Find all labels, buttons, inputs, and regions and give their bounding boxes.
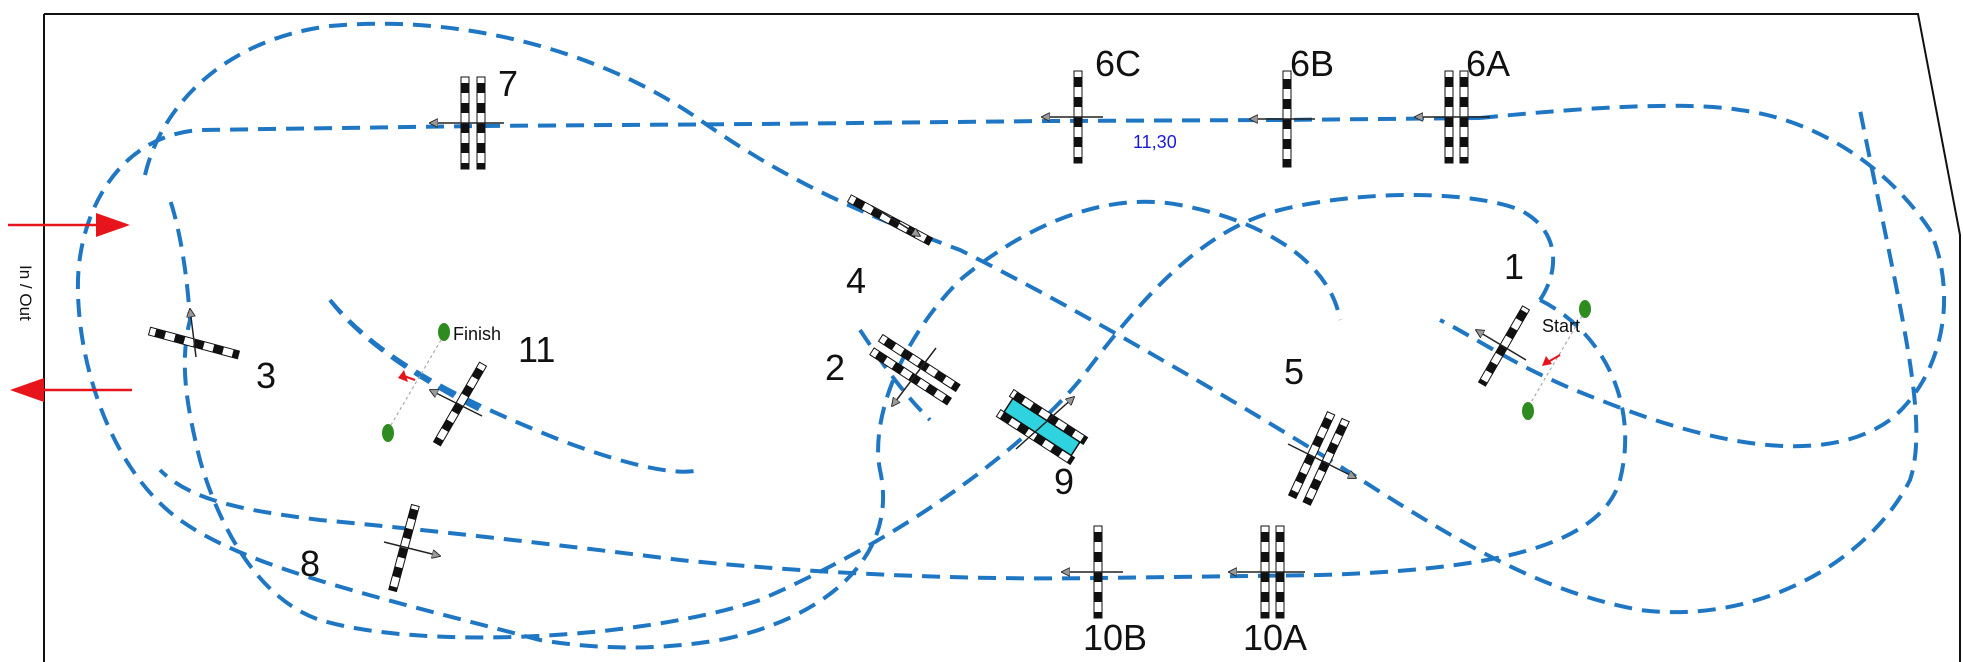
start-direction-icon [1542, 356, 1552, 366]
entry-exit-arrows [8, 213, 132, 402]
gate-label-10b: 10B [1083, 617, 1147, 658]
gate-label-6a: 6A [1466, 43, 1510, 84]
gate-6a [1415, 70, 1490, 164]
start-label: Start [1542, 316, 1580, 336]
green-buoy-icon [1522, 402, 1534, 420]
flight-route [75, 21, 1947, 650]
finish-direction-icon [398, 370, 408, 382]
distance-note: 11,30 [1133, 132, 1177, 152]
gate-4 [846, 194, 934, 246]
green-buoy-icon [382, 424, 394, 442]
field-boundary [43, 13, 1961, 662]
gate-10b [1062, 525, 1123, 619]
gate-label-11: 11 [518, 329, 555, 370]
gate-label-9: 9 [1054, 461, 1074, 502]
entry-arrow-icon [96, 213, 130, 237]
entry-label: In / Out [16, 265, 35, 321]
green-buoy-icon [438, 323, 450, 341]
gate-8 [383, 503, 451, 593]
gate-label-3: 3 [256, 355, 276, 396]
gate-11 [408, 361, 488, 447]
gate-6c [1042, 70, 1103, 164]
gate-10a [1229, 525, 1305, 619]
gate-label-10a: 10A [1243, 617, 1307, 658]
exit-arrow-icon [10, 378, 44, 402]
gate-label-1: 1 [1504, 246, 1524, 287]
gate-label-5: 5 [1284, 351, 1304, 392]
gate-label-2: 2 [825, 347, 845, 388]
gate-label-4: 4 [846, 260, 866, 301]
finish-buoys [382, 323, 450, 442]
gate-5 [1287, 410, 1377, 506]
gate-label-7: 7 [498, 63, 518, 104]
gate-7 [430, 76, 504, 170]
gate-1 [1454, 305, 1531, 387]
start-buoys [1522, 300, 1591, 420]
finish-label: Finish [453, 324, 501, 344]
green-buoy-icon [1579, 300, 1591, 318]
gate-6b [1250, 70, 1315, 168]
gate-9 [995, 388, 1089, 466]
gate-label-8: 8 [300, 543, 320, 584]
gate-2 [869, 333, 961, 431]
gate-3 [147, 299, 241, 360]
gate-label-6c: 6C [1095, 43, 1141, 84]
gate-label-6b: 6B [1290, 43, 1334, 84]
